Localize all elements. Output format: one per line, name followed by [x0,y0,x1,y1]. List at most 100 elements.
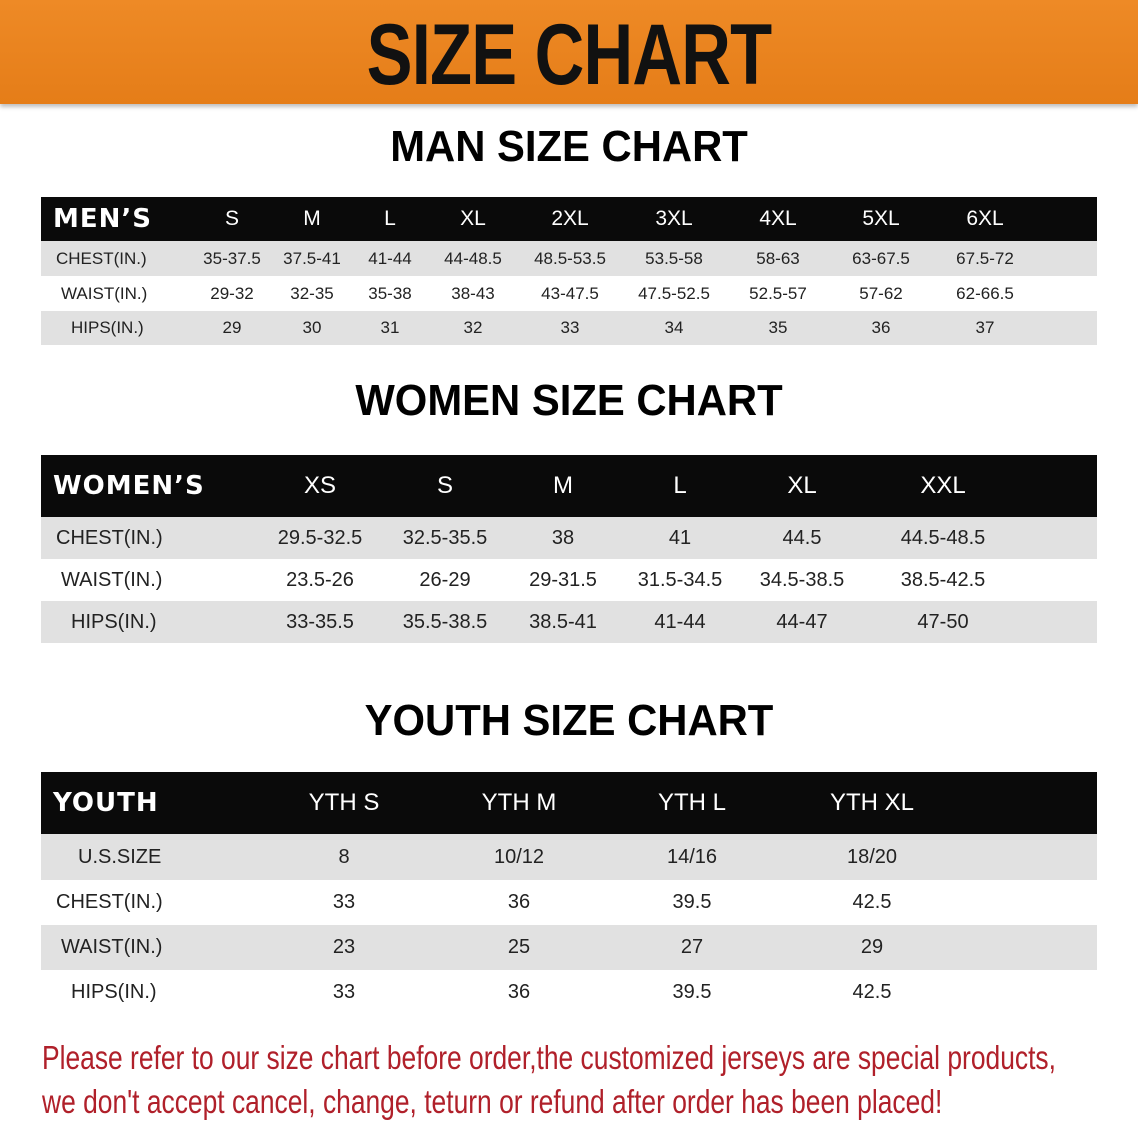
table-row: HIPS(IN.) 33 36 39.5 42.5 [41,970,1097,1015]
notice-line-2: we don't accept cancel, change, teturn o… [42,1083,943,1120]
table-cell: 33 [332,981,356,1003]
table-cell: 25 [507,936,531,958]
table-cell: 30 [302,318,322,337]
size-header: YTH S [308,789,380,816]
men-title: MAN SIZE CHART [390,122,748,171]
table-cell: 38-43 [451,283,495,303]
table-row: HIPS(IN.) 33-35.5 35.5-38.5 38.5-41 41-44 44-… [41,601,1097,643]
size-header: YTH M [481,789,557,816]
row-label: CHEST(IN.) [56,248,147,268]
table-cell: 23.5-26 [286,568,354,591]
table-cell: 42.5 [852,981,892,1003]
table-cell: 44-48.5 [444,248,502,268]
men-size-table: MEN’S S M L XL 2XL 3XL 4XL 5XL 6XL CHEST(IN.) 35-37… [41,197,1097,345]
table-cell: 36 [507,891,531,913]
row-label: U.S.SIZE [78,845,162,868]
size-header: 4XL [759,207,797,230]
banner-title: SIZE CHART [366,7,773,103]
table-cell: 35-37.5 [203,248,261,268]
table-cell: 52.5-57 [749,283,807,303]
table-cell: 26-29 [419,568,471,591]
header-row: WOMEN’S XS S M L XL XXL [41,455,1097,517]
size-header: YTH L [657,789,727,816]
table-cell: 62-66.5 [956,283,1014,303]
size-header: S [436,472,454,499]
table-cell: 47.5-52.5 [638,283,710,303]
table-cell: 35.5-38.5 [402,610,488,633]
table-cell: 32-35 [290,283,334,303]
table-row: WAIST(IN.) 23 25 27 29 [41,925,1097,970]
size-header: XXL [920,472,966,499]
table-cell: 29-32 [210,283,254,303]
size-header: XS [303,472,337,499]
size-header: M [303,207,321,230]
row-label: HIPS(IN.) [71,318,144,337]
table-cell: 33 [560,318,580,337]
table-cell: 33-35.5 [286,610,354,633]
size-header: 6XL [966,207,1004,230]
row-label: HIPS(IN.) [71,981,157,1003]
table-cell: 35-38 [368,283,412,303]
table-cell: 57-62 [859,283,903,303]
size-header: XL [787,472,817,499]
notice: Please refer to our size chart before or… [42,1036,1082,1124]
table-cell: 29 [860,936,884,958]
table-cell: 38.5-42.5 [900,568,986,591]
size-header: S [224,207,240,230]
table-cell: 41-44 [654,610,706,633]
table-cell: 34 [664,318,684,337]
table-cell: 44-47 [776,610,828,633]
table-cell: 33 [332,891,356,913]
table-row: CHEST(IN.) 29.5-32.5 32.5-35.5 38 41 44.5 44.5… [41,517,1097,559]
table-cell: 32.5-35.5 [402,526,488,549]
table-cell: 31 [380,318,400,337]
table-cell: 38.5-41 [529,610,597,633]
table-row: HIPS(IN.) 29 30 31 32 33 34 35 36 37 [41,311,1097,345]
table-cell: 36 [507,981,531,1003]
size-header: M [553,472,573,499]
header-row: MEN’S S M L XL 2XL 3XL 4XL 5XL 6XL [41,197,1097,241]
table-row: CHEST(IN.) 35-37.5 37.5-41 41-44 44-48.5 48.5… [41,241,1097,276]
table-cell: 39.5 [672,981,712,1003]
table-cell: 34.5-38.5 [759,568,845,591]
table-cell: 67.5-72 [956,248,1014,268]
header-label: YOUTH [53,788,159,818]
banner: SIZE CHART [0,0,1138,104]
youth-size-table: YOUTH YTH S YTH M YTH L YTH XL U.S.SIZE 8 10/12… [41,772,1097,1015]
header-label: WOMEN’S [53,471,205,501]
table-row: U.S.SIZE 8 10/12 14/16 18/20 [41,834,1097,880]
table-cell: 38 [551,526,575,549]
table-cell: 29-31.5 [529,568,597,591]
table-cell: 41 [668,526,692,549]
row-label: HIPS(IN.) [71,610,157,633]
row-label: WAIST(IN.) [61,568,163,591]
table-row: WAIST(IN.) 23.5-26 26-29 29-31.5 31.5-34.5 34… [41,559,1097,601]
size-header: 5XL [862,207,900,230]
header-row: YOUTH YTH S YTH M YTH L YTH XL [41,772,1097,834]
table-cell: 41-44 [368,248,412,268]
table-cell: 36 [871,318,891,337]
table-cell: 29.5-32.5 [277,526,363,549]
size-header: YTH XL [829,789,915,816]
table-cell: 44.5 [782,526,822,549]
youth-title: YOUTH SIZE CHART [364,696,774,745]
row-label: CHEST(IN.) [56,891,163,913]
table-row: CHEST(IN.) 33 36 39.5 42.5 [41,880,1097,925]
table-cell: 23 [332,936,356,958]
size-header: XL [460,207,486,230]
table-cell: 29 [222,318,242,337]
row-label: WAIST(IN.) [61,936,163,958]
table-cell: 53.5-58 [645,248,703,268]
notice-line-1: Please refer to our size chart before or… [42,1039,1056,1076]
row-label: WAIST(IN.) [61,283,148,303]
table-cell: 48.5-53.5 [534,248,606,268]
table-cell: 47-50 [917,610,969,633]
table-cell: 37.5-41 [283,248,341,268]
table-cell: 35 [768,318,788,337]
table-cell: 39.5 [672,891,712,913]
table-cell: 37 [975,318,995,337]
table-cell: 31.5-34.5 [637,568,723,591]
header-label: MEN’S [53,204,152,234]
women-size-table: WOMEN’S XS S M L XL XXL CHEST(IN.) 29.5-32.5 32.5… [41,455,1097,643]
table-cell: 43-47.5 [541,283,599,303]
